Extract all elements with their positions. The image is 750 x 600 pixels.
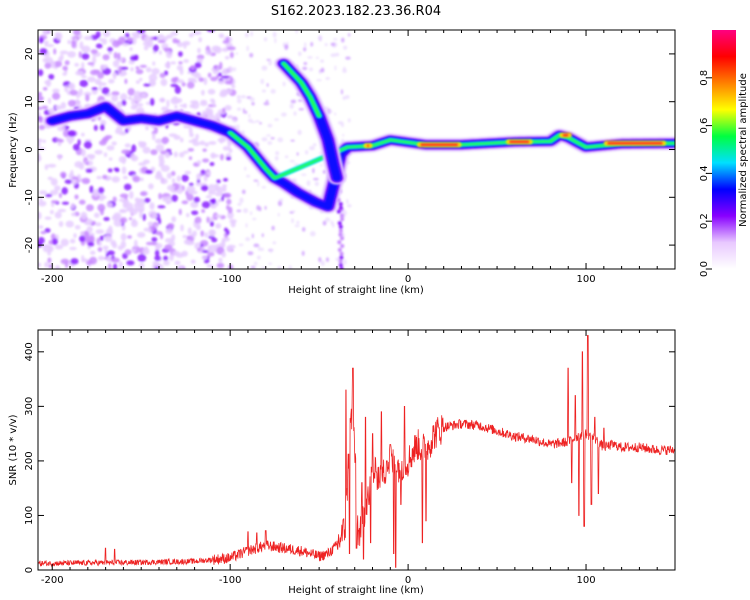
snr-series-line xyxy=(38,335,675,568)
ridge-hot-segments xyxy=(363,132,667,149)
spectrogram-ylabel: Frequency (Hz) xyxy=(8,112,19,188)
spectrogram-xtick-label: 100 xyxy=(576,274,595,285)
colorbar: 0.0 0.2 0.4 0.6 0.8 Normalized spectral ampl… xyxy=(699,30,749,277)
snr-panel: -200 -100 0 100 0 100 200 300 400 Height of stra… xyxy=(8,329,676,596)
colorbar-ticks: 0.0 0.2 0.4 0.6 0.8 xyxy=(699,70,712,277)
snr-background xyxy=(38,330,675,570)
snr-ytick-label: 0 xyxy=(24,567,35,573)
spectrogram-xtick-label: 0 xyxy=(405,274,411,285)
snr-xtick-label: 0 xyxy=(405,575,411,586)
spectrogram-xlabel: Height of straight line (km) xyxy=(288,285,424,296)
snr-frame xyxy=(37,329,676,571)
colorbar-tick-label: 0.4 xyxy=(699,165,710,181)
snr-ylabel: SNR (10 * v/v) xyxy=(8,414,19,485)
snr-ytick-label: 400 xyxy=(24,342,35,361)
spectrogram-xtick-label: -100 xyxy=(219,274,242,285)
snr-ticks: -200 -100 0 100 0 100 200 300 400 xyxy=(24,330,676,586)
spectrogram-ytick-label: -20 xyxy=(24,237,35,253)
snr-xtick-label: 100 xyxy=(576,575,595,586)
colorbar-label: Normalized spectral amplitude xyxy=(738,73,749,227)
snr-ytick-label: 300 xyxy=(24,397,35,416)
spectrogram-streak xyxy=(336,198,345,269)
figure-title: S162.2023.182.23.36.R04 xyxy=(271,4,441,19)
snr-ytick-label: 200 xyxy=(24,451,35,470)
spectrogram-image xyxy=(38,30,675,269)
colorbar-tick-label: 0.2 xyxy=(699,213,710,229)
colorbar-tick-label: 0.8 xyxy=(699,70,710,86)
spectrogram-ytick-label: -10 xyxy=(24,189,35,205)
spectrogram-xtick-label: -200 xyxy=(41,274,64,285)
spectrogram-ytick-label: 0 xyxy=(24,146,35,152)
spectrogram-ytick-label: 10 xyxy=(24,95,35,108)
ridge-upper-green xyxy=(281,62,321,118)
spectrogram-ytick-label: 20 xyxy=(24,48,35,61)
snr-ytick-label: 100 xyxy=(24,506,35,525)
colorbar-tick-label: 0.0 xyxy=(699,261,710,277)
colorbar-gradient xyxy=(712,30,736,269)
colorbar-tick-label: 0.6 xyxy=(699,118,710,134)
snr-xtick-label: -200 xyxy=(41,575,64,586)
snr-xtick-label: -100 xyxy=(219,575,242,586)
snr-xlabel: Height of straight line (km) xyxy=(288,585,424,596)
